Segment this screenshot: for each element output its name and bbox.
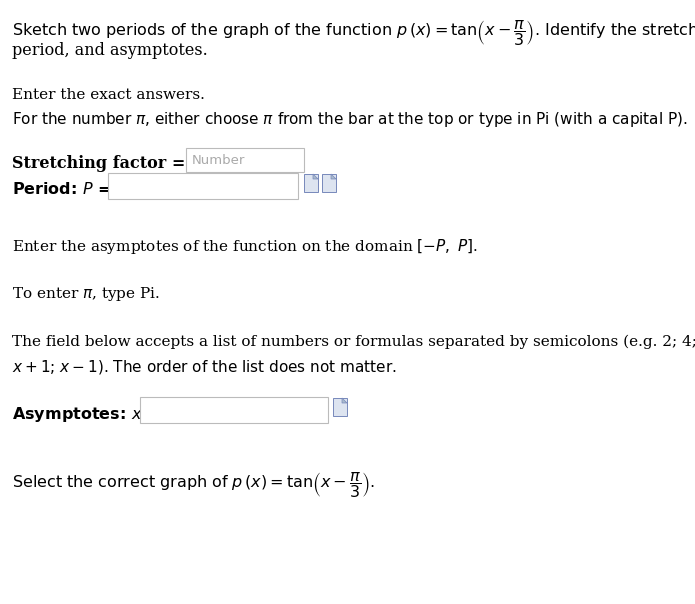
Text: Asymptotes: $x$ =: Asymptotes: $x$ = — [12, 405, 160, 424]
Text: Period: $P$ =: Period: $P$ = — [12, 181, 111, 197]
Polygon shape — [313, 174, 318, 179]
FancyBboxPatch shape — [322, 174, 336, 192]
Text: Number: Number — [192, 153, 245, 167]
FancyBboxPatch shape — [108, 173, 298, 199]
Text: Sketch two periods of the graph of the function $p\,(x) = \tan\!\left(x - \dfrac: Sketch two periods of the graph of the f… — [12, 18, 695, 48]
Text: Stretching factor =: Stretching factor = — [12, 155, 186, 172]
FancyBboxPatch shape — [186, 148, 304, 172]
Text: To enter $\pi$, type Pi.: To enter $\pi$, type Pi. — [12, 285, 160, 303]
Polygon shape — [331, 174, 336, 179]
FancyBboxPatch shape — [304, 174, 318, 192]
Text: period, and asymptotes.: period, and asymptotes. — [12, 42, 208, 59]
FancyBboxPatch shape — [333, 398, 347, 416]
Text: The field below accepts a list of numbers or formulas separated by semicolons (e: The field below accepts a list of number… — [12, 335, 695, 349]
FancyBboxPatch shape — [140, 397, 328, 423]
Text: Enter the exact answers.: Enter the exact answers. — [12, 88, 205, 102]
Text: Select the correct graph of $p\,(x) = \tan\!\left(x - \dfrac{\pi}{3}\right)$.: Select the correct graph of $p\,(x) = \t… — [12, 470, 375, 500]
Text: Enter the asymptotes of the function on the domain $[-P,\ P]$.: Enter the asymptotes of the function on … — [12, 237, 478, 256]
Polygon shape — [342, 398, 347, 403]
Text: For the number $\pi$, either choose $\pi$ from the bar at the top or type in Pi : For the number $\pi$, either choose $\pi… — [12, 110, 688, 129]
Text: $x + 1$; $x - 1$). The order of the list does not matter.: $x + 1$; $x - 1$). The order of the list… — [12, 358, 397, 376]
